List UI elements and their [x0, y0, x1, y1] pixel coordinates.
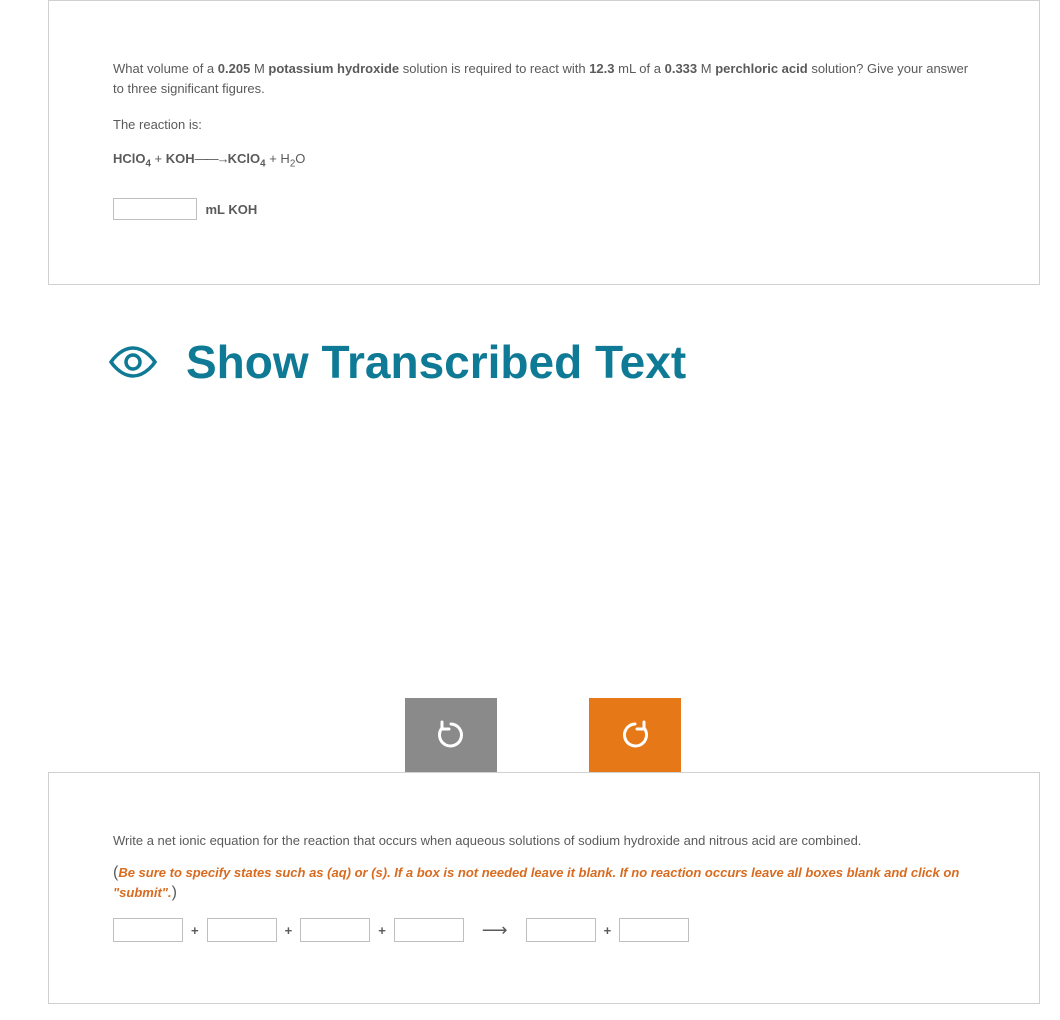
- reactant-1: HClO4: [113, 151, 151, 166]
- reactant-input-2[interactable]: [207, 918, 277, 942]
- reaction-arrow: ——→: [195, 151, 228, 166]
- undo-button[interactable]: [405, 698, 497, 772]
- q1-compound-acid: perchloric acid: [715, 61, 807, 76]
- eq-plus-4: +: [604, 923, 612, 938]
- redo-button[interactable]: [589, 698, 681, 772]
- eq-arrow: ⟶: [482, 920, 508, 941]
- hint-text: Be sure to specify states such as (aq) o…: [113, 865, 959, 900]
- q1-text-b: M: [250, 61, 268, 76]
- product-2: H2O: [280, 151, 305, 166]
- eq-plus-2: +: [285, 923, 293, 938]
- q1-prompt: What volume of a 0.205 M potassium hydro…: [113, 59, 979, 99]
- reaction-plus-2: +: [266, 151, 281, 166]
- reaction-label: The reaction is:: [113, 115, 979, 135]
- show-transcribed-row[interactable]: Show Transcribed Text: [108, 335, 686, 389]
- q1-molarity-1: 0.205: [218, 61, 251, 76]
- answer-unit: mL KOH: [205, 202, 257, 217]
- question-2-box: Write a net ionic equation for the react…: [48, 772, 1040, 1004]
- answer-row: mL KOH: [113, 198, 979, 220]
- product-1: KClO4: [228, 151, 266, 166]
- q1-text-a: What volume of a: [113, 61, 218, 76]
- eq-plus-1: +: [191, 923, 199, 938]
- reaction-plus-1: +: [151, 151, 166, 166]
- q1-text-e: M: [697, 61, 715, 76]
- reaction-equation: HClO4 + KOH——→KClO4 + H2O: [113, 151, 979, 170]
- equation-input-row: + + + ⟶ +: [113, 918, 979, 942]
- q1-compound-koh: potassium hydroxide: [268, 61, 399, 76]
- q1-text-c: solution is required to react with: [399, 61, 589, 76]
- q1-volume: 12.3: [589, 61, 614, 76]
- reactant-2: KOH: [166, 151, 195, 166]
- product-input-1[interactable]: [526, 918, 596, 942]
- reactant-input-1[interactable]: [113, 918, 183, 942]
- product-input-2[interactable]: [619, 918, 689, 942]
- answer-input[interactable]: [113, 198, 197, 220]
- reactant-input-4[interactable]: [394, 918, 464, 942]
- q1-molarity-2: 0.333: [665, 61, 698, 76]
- redo-icon: [618, 718, 652, 752]
- q1-text-d: mL of a: [615, 61, 665, 76]
- eye-icon: [108, 344, 158, 380]
- button-row: [405, 698, 681, 772]
- q2-hint: (Be sure to specify states such as (aq) …: [113, 863, 979, 902]
- undo-icon: [434, 718, 468, 752]
- hint-close: ): [172, 884, 177, 901]
- q2-prompt: Write a net ionic equation for the react…: [113, 831, 979, 851]
- eq-plus-3: +: [378, 923, 386, 938]
- question-1-box: What volume of a 0.205 M potassium hydro…: [48, 0, 1040, 285]
- show-transcribed-label: Show Transcribed Text: [186, 335, 686, 389]
- reactant-input-3[interactable]: [300, 918, 370, 942]
